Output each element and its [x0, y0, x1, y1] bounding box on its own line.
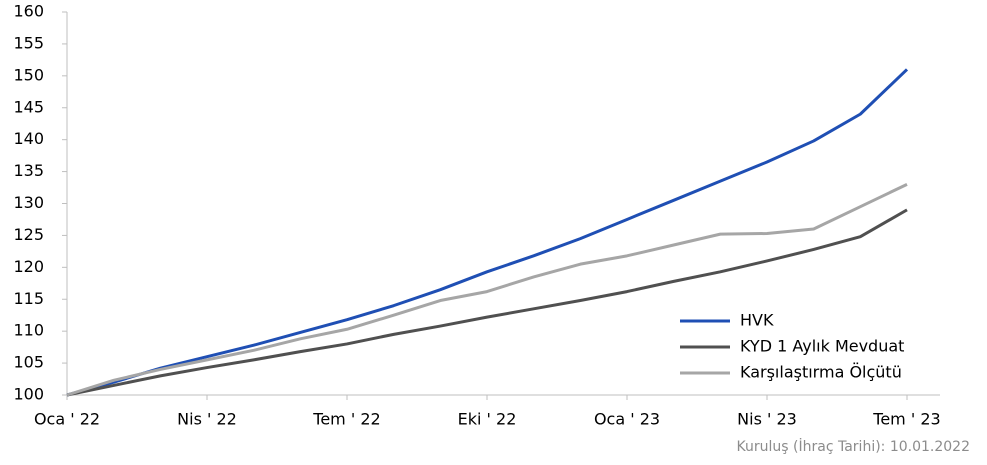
x-tick-label: Eki ' 22 — [458, 410, 517, 429]
x-tick-label: Tem ' 22 — [312, 410, 380, 429]
legend-label: KYD 1 Aylık Mevduat — [740, 337, 904, 356]
y-tick-label: 145 — [13, 97, 44, 116]
x-tick-label: Nis ' 23 — [737, 410, 797, 429]
x-tick-label: Oca ' 23 — [594, 410, 660, 429]
y-tick-label: 105 — [13, 353, 44, 372]
x-tick-label: Nis ' 22 — [177, 410, 237, 429]
series-line — [66, 68, 909, 397]
y-tick-label: 150 — [13, 65, 44, 84]
x-tick-label: Tem ' 23 — [872, 410, 940, 429]
legend-label: Karşılaştırma Ölçütü — [740, 363, 902, 382]
y-tick-label: 160 — [13, 2, 44, 21]
x-tick-label: Oca ' 22 — [34, 410, 100, 429]
y-tick-label: 110 — [13, 321, 44, 340]
series-line — [66, 208, 908, 397]
y-tick-label: 125 — [13, 225, 44, 244]
y-tick-label: 140 — [13, 129, 44, 148]
y-tick-label: 100 — [13, 385, 44, 404]
annotation: Kuruluş (İhraç Tarihi): 10.01.2022 — [737, 437, 970, 455]
y-tick-label: 135 — [13, 161, 44, 180]
legend-label: HVK — [740, 311, 774, 330]
y-tick-label: 120 — [13, 257, 44, 276]
y-tick-label: 115 — [13, 289, 44, 308]
y-tick-label: 155 — [13, 33, 44, 52]
series-line — [66, 182, 908, 397]
y-tick-label: 130 — [13, 193, 44, 212]
